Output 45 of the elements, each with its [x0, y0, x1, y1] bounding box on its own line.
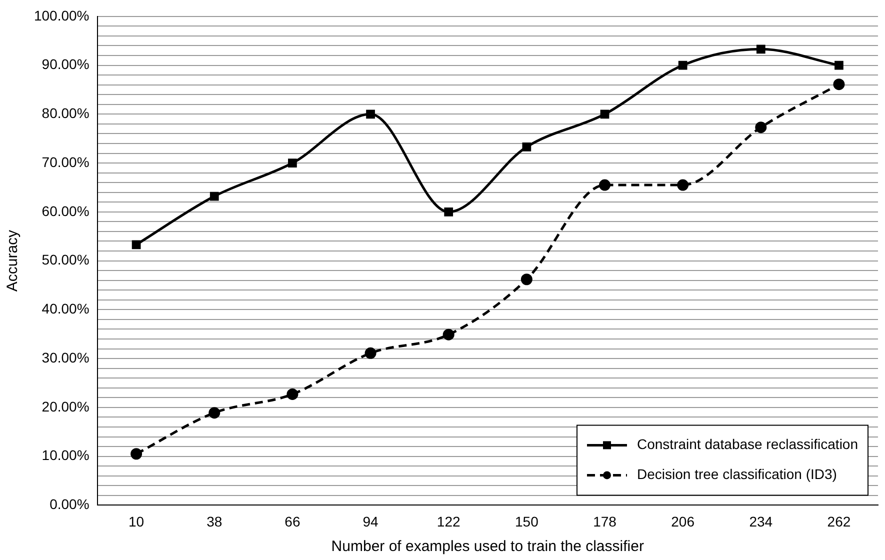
x-tick-label: 10	[128, 513, 144, 530]
y-tick-label: 10.00%	[42, 447, 90, 464]
x-tick-label: 234	[749, 513, 773, 530]
x-tick-label: 94	[362, 513, 379, 530]
point	[600, 110, 610, 119]
point	[520, 274, 532, 286]
point	[366, 110, 375, 119]
point	[522, 142, 532, 152]
y-tick-label: 40.00%	[42, 300, 90, 317]
point	[364, 347, 376, 359]
x-tick-label: 122	[436, 513, 460, 530]
y-tick-label: 50.00%	[42, 252, 90, 268]
x-axis-title: Number of examples used to train the classifier	[331, 538, 644, 556]
point	[756, 44, 766, 54]
y-tick-label: 0.00%	[50, 496, 90, 512]
y-tick-label: 100.00%	[34, 7, 90, 24]
point	[833, 78, 845, 90]
x-tick-label: 178	[593, 513, 617, 530]
point	[132, 240, 141, 250]
legend-label: Constraint database reclassification	[636, 436, 858, 452]
y-tick-label: 20.00%	[42, 398, 90, 414]
x-tick-label: 66	[284, 513, 300, 530]
x-tick-label: 262	[827, 513, 851, 530]
point	[834, 60, 844, 70]
x-tick-label: 38	[206, 513, 222, 530]
y-tick-label: 80.00%	[42, 105, 90, 122]
point	[442, 328, 454, 340]
y-tick-label: 70.00%	[42, 154, 90, 170]
point	[444, 207, 454, 216]
y-tick-label: 90.00%	[42, 56, 90, 72]
y-axis-title: Accuracy	[4, 229, 22, 292]
x-tick-label: 150	[514, 513, 539, 530]
x-tick-label: 206	[671, 513, 695, 530]
point	[210, 192, 219, 201]
point	[678, 60, 688, 70]
point	[130, 448, 142, 460]
point	[677, 179, 689, 191]
point	[286, 388, 298, 400]
point	[598, 179, 610, 191]
legend-label: Decision tree classification (ID3)	[636, 466, 837, 482]
point	[208, 407, 220, 419]
point	[288, 158, 297, 168]
y-tick-label: 30.00%	[42, 349, 90, 366]
y-tick-label: 60.00%	[42, 202, 90, 219]
point	[755, 122, 767, 134]
